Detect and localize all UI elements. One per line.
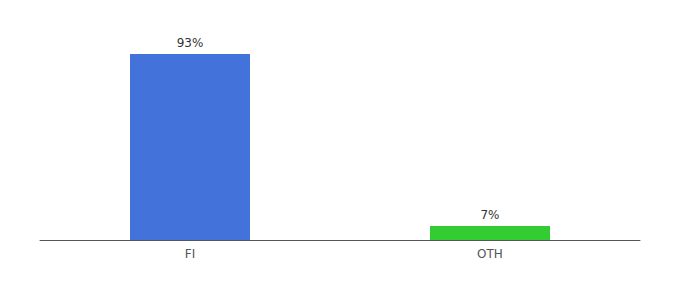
svg-text:93%: 93%: [177, 36, 204, 50]
svg-text:OTH: OTH: [477, 247, 503, 261]
svg-text:7%: 7%: [480, 208, 499, 222]
svg-text:FI: FI: [185, 247, 195, 261]
